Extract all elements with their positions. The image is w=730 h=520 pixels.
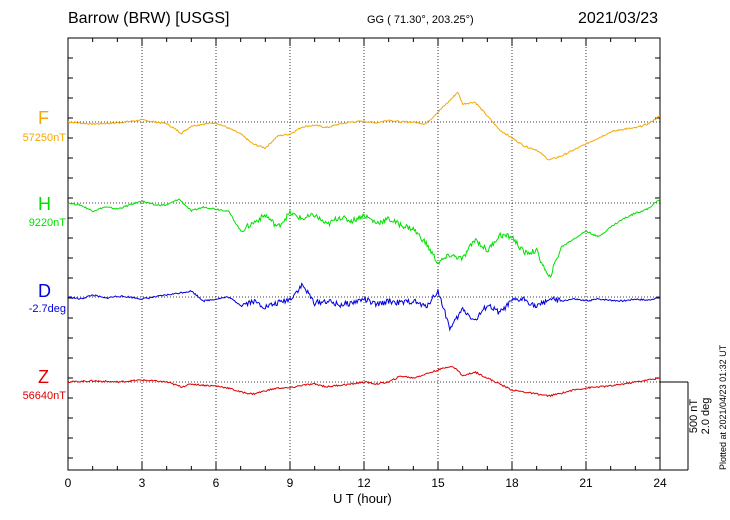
x-tick-label: 3 (139, 476, 146, 490)
scale-label: 500 nT 2.0 deg (688, 397, 712, 435)
x-tick-label: 21 (579, 476, 593, 490)
baseline-label-d: -2.7deg (28, 303, 66, 315)
baseline-label-h: 9220nT (28, 217, 66, 229)
component-label-d: D (38, 281, 51, 301)
x-tick-label: 15 (431, 476, 445, 490)
component-label-z: Z (38, 367, 49, 387)
trace-z (67, 365, 661, 398)
x-tick-label: 12 (357, 476, 371, 490)
baseline-label-z: 56640nT (22, 390, 66, 402)
x-tick-label: 6 (213, 476, 220, 490)
trace-h (67, 198, 661, 279)
trace-d (67, 282, 661, 332)
x-tick-label: 9 (287, 476, 294, 490)
trace-f (68, 91, 661, 161)
geographic-coordinates: GG ( 71.30°, 203.25°) (367, 14, 474, 26)
x-tick-label: 24 (653, 476, 667, 490)
component-label-h: H (38, 194, 51, 214)
x-tick-label: 0 (65, 476, 72, 490)
x-tick-label: 18 (505, 476, 519, 490)
observation-date: 2021/03/23 (578, 10, 659, 27)
x-axis-label: U T (hour) (333, 491, 392, 506)
component-label-f: F (38, 108, 49, 128)
station-title: Barrow (BRW) [USGS] (68, 10, 230, 27)
baseline-label-f: 57250nT (22, 132, 66, 144)
plotted-timestamp: Plotted at 2021/04/23 01:32 UT (718, 344, 728, 470)
